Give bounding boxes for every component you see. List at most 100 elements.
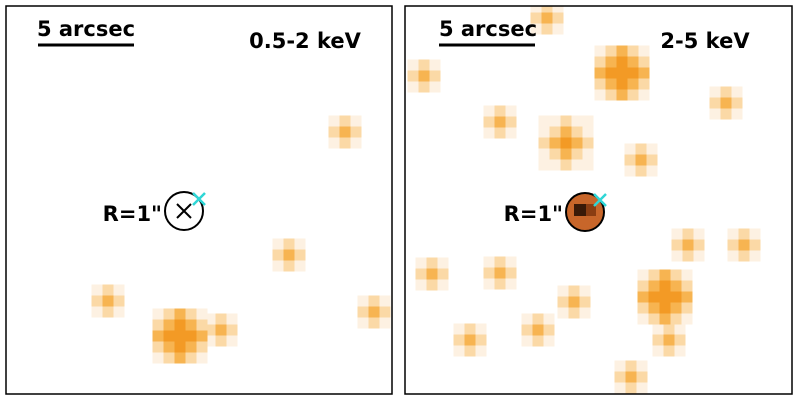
pixel xyxy=(560,137,572,149)
pixel xyxy=(627,67,639,79)
pixel xyxy=(582,159,594,171)
pixel xyxy=(415,279,427,291)
pixel xyxy=(646,143,658,155)
pixel xyxy=(663,334,675,346)
pixel xyxy=(659,302,671,314)
pixel xyxy=(738,228,750,240)
pixel xyxy=(350,115,362,127)
pixel xyxy=(616,78,628,90)
scale-label: 5 arcsec xyxy=(37,17,135,41)
pixel xyxy=(727,239,739,251)
pixel xyxy=(671,228,683,240)
pixel xyxy=(637,313,649,325)
pixel xyxy=(659,291,671,303)
pixel xyxy=(616,45,628,57)
pixel xyxy=(163,330,175,342)
pixel xyxy=(625,371,637,383)
pixel xyxy=(152,308,164,320)
pixel xyxy=(541,23,553,35)
pixel xyxy=(638,89,650,101)
band-label: 0.5-2 keV xyxy=(249,29,361,53)
pixel xyxy=(357,295,369,307)
pixel xyxy=(731,108,743,120)
pixel xyxy=(731,86,743,98)
pixel xyxy=(627,45,639,57)
pixel xyxy=(163,319,175,331)
pixel xyxy=(272,238,284,250)
pixel xyxy=(652,345,664,357)
position-marker xyxy=(593,193,607,207)
pixel xyxy=(637,302,649,314)
pixel xyxy=(670,291,682,303)
pixel xyxy=(671,250,683,262)
pixel xyxy=(681,302,693,314)
pixel xyxy=(505,116,517,128)
pixel xyxy=(625,360,637,372)
pixel xyxy=(720,86,732,98)
pixel xyxy=(368,306,380,318)
pixel xyxy=(594,45,606,57)
pixel xyxy=(646,154,658,166)
pixel xyxy=(543,313,555,325)
pixel xyxy=(204,313,216,325)
pixel xyxy=(638,67,650,79)
pixel xyxy=(357,306,369,318)
pixel xyxy=(328,126,340,138)
pixel xyxy=(464,345,476,357)
pixel xyxy=(605,89,617,101)
pixel xyxy=(579,285,591,297)
pixel xyxy=(638,45,650,57)
pixel xyxy=(113,306,125,318)
pixel xyxy=(505,127,517,139)
pixel xyxy=(638,78,650,90)
pixel xyxy=(483,105,495,117)
pixel xyxy=(415,268,427,280)
pixel xyxy=(674,323,686,335)
pixel xyxy=(102,306,114,318)
pixel xyxy=(543,335,555,347)
pixel xyxy=(215,335,227,347)
pixel xyxy=(283,260,295,272)
pixel xyxy=(272,260,284,272)
pixel xyxy=(204,335,216,347)
pixel xyxy=(174,341,186,353)
pixel xyxy=(196,319,208,331)
pixel xyxy=(549,159,561,171)
pixel xyxy=(579,307,591,319)
pixel xyxy=(616,89,628,101)
pixel xyxy=(494,256,506,268)
pixel xyxy=(453,323,465,335)
pixel xyxy=(605,56,617,68)
pixel xyxy=(727,228,739,240)
pixel xyxy=(682,228,694,240)
pixel xyxy=(720,97,732,109)
pixel xyxy=(102,295,114,307)
pixel xyxy=(605,45,617,57)
pixel xyxy=(681,269,693,281)
pixel xyxy=(339,137,351,149)
pixel xyxy=(538,137,550,149)
pixel xyxy=(571,126,583,138)
pixel xyxy=(415,257,427,269)
pixel xyxy=(530,12,542,24)
pixel xyxy=(530,23,542,35)
pixel xyxy=(635,165,647,177)
pixel xyxy=(670,280,682,292)
pixel xyxy=(646,165,658,177)
pixel xyxy=(185,352,197,364)
pixel xyxy=(709,97,721,109)
pixel xyxy=(663,323,675,335)
pixel xyxy=(418,70,430,82)
pixel xyxy=(659,313,671,325)
pixel xyxy=(682,250,694,262)
pixel xyxy=(616,56,628,68)
pixel xyxy=(226,313,238,325)
pixel xyxy=(594,56,606,68)
pixel xyxy=(185,341,197,353)
pixel xyxy=(568,296,580,308)
pixel xyxy=(549,148,561,160)
pixel xyxy=(350,126,362,138)
pixel xyxy=(749,239,761,251)
pixel xyxy=(163,341,175,353)
pixel xyxy=(557,307,569,319)
